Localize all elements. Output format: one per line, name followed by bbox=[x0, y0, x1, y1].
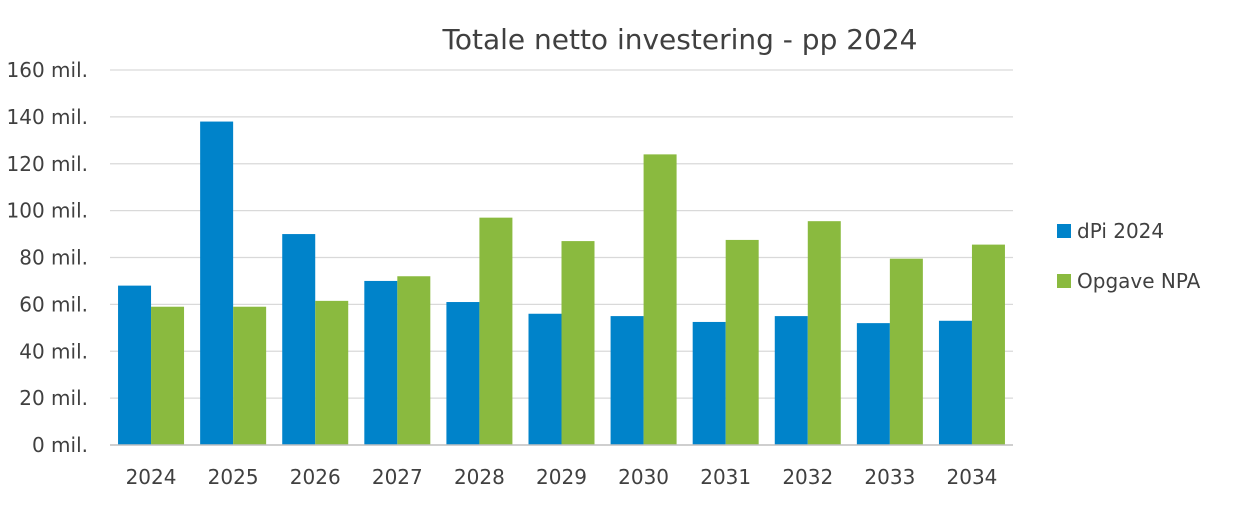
bar-series-2 bbox=[725, 239, 759, 445]
y-tick-label: 80 mil. bbox=[19, 246, 88, 270]
y-tick-label: 120 mil. bbox=[7, 152, 88, 176]
y-tick-label: 60 mil. bbox=[19, 292, 88, 316]
chart-title: Totale netto investering - pp 2024 bbox=[441, 23, 917, 56]
legend: dPi 2024 Opgave NPA bbox=[1057, 219, 1201, 293]
bar-series-2 bbox=[397, 276, 431, 445]
x-tick-label: 2030 bbox=[618, 465, 669, 489]
bar-series-1 bbox=[774, 316, 808, 445]
bars bbox=[118, 121, 1005, 445]
x-tick-label: 2034 bbox=[947, 465, 998, 489]
x-tick-label: 2024 bbox=[126, 465, 177, 489]
y-tick-label: 160 mil. bbox=[7, 58, 88, 82]
x-tick-label: 2032 bbox=[782, 465, 833, 489]
bar-series-1 bbox=[610, 316, 644, 445]
bar-series-2 bbox=[151, 306, 185, 445]
bar-series-1 bbox=[200, 121, 234, 445]
bar-series-2 bbox=[479, 217, 513, 445]
bar-series-2 bbox=[807, 221, 841, 445]
bar-series-1 bbox=[282, 234, 316, 445]
y-tick-label: 100 mil. bbox=[7, 199, 88, 223]
bar-series-2 bbox=[889, 258, 923, 445]
legend-swatch bbox=[1057, 274, 1071, 288]
x-tick-label: 2025 bbox=[208, 465, 259, 489]
bar-series-1 bbox=[528, 313, 562, 445]
legend-label: Opgave NPA bbox=[1077, 269, 1201, 293]
x-tick-label: 2033 bbox=[864, 465, 915, 489]
bar-series-2 bbox=[315, 300, 349, 445]
y-tick-label: 0 mil. bbox=[32, 433, 88, 457]
legend-label: dPi 2024 bbox=[1077, 219, 1164, 243]
bar-series-1 bbox=[446, 302, 480, 445]
y-tick-label: 40 mil. bbox=[19, 339, 88, 363]
x-tick-label: 2029 bbox=[536, 465, 587, 489]
bar-series-2 bbox=[971, 244, 1005, 445]
bar-series-2 bbox=[561, 241, 595, 445]
x-tick-label: 2028 bbox=[454, 465, 505, 489]
bar-series-1 bbox=[692, 321, 726, 445]
x-axis: 2024 2025 2026 2027 2028 2029 2030 2031 2032 2033… bbox=[110, 444, 1013, 489]
bar-series-1 bbox=[856, 323, 890, 445]
y-tick-label: 20 mil. bbox=[19, 386, 88, 410]
bar-series-2 bbox=[233, 306, 267, 445]
x-tick-label: 2026 bbox=[290, 465, 341, 489]
x-tick-label: 2031 bbox=[700, 465, 751, 489]
bar-series-1 bbox=[118, 285, 152, 445]
bar-series-2 bbox=[643, 154, 677, 445]
y-axis: 0 mil. 20 mil. 40 mil. 60 mil. 80 mil. 100 mi… bbox=[7, 58, 88, 457]
bar-series-1 bbox=[364, 280, 398, 445]
legend-swatch bbox=[1057, 224, 1071, 238]
x-tick-label: 2027 bbox=[372, 465, 423, 489]
y-tick-label: 140 mil. bbox=[7, 105, 88, 129]
bar-series-1 bbox=[938, 320, 972, 445]
